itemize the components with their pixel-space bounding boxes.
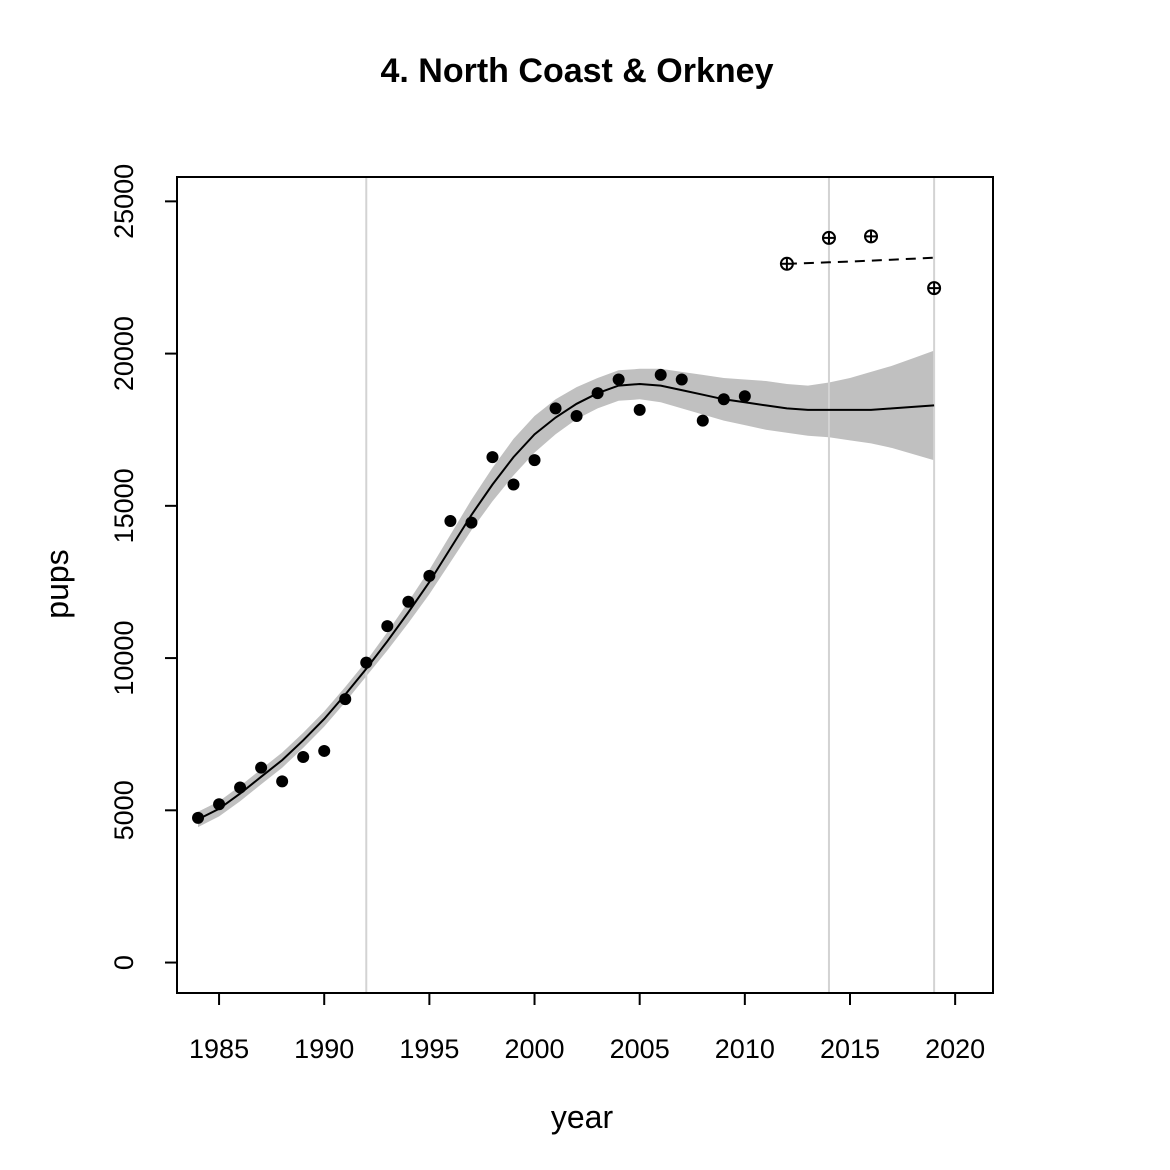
data-point-1984 bbox=[192, 811, 205, 824]
y-axis-label: pups bbox=[39, 549, 75, 618]
data-point-1987 bbox=[255, 761, 268, 774]
data-point-2004 bbox=[612, 373, 625, 386]
data-point-2003 bbox=[591, 387, 604, 400]
data-point-1995 bbox=[423, 569, 436, 582]
data-point-1994 bbox=[402, 595, 415, 608]
recent-point-2012 bbox=[779, 256, 794, 271]
data-point-1991 bbox=[339, 693, 352, 706]
y-tick-label-15000: 15000 bbox=[109, 468, 139, 543]
y-tick-label-5000: 5000 bbox=[109, 780, 139, 840]
data-point-1990 bbox=[318, 744, 331, 757]
recent-point-2014 bbox=[821, 230, 836, 245]
x-tick-label-1985: 1985 bbox=[189, 1034, 249, 1064]
data-point-1998 bbox=[486, 451, 499, 464]
data-point-2008 bbox=[696, 414, 709, 427]
data-point-1985 bbox=[213, 798, 226, 811]
data-point-2010 bbox=[738, 390, 751, 403]
data-point-1988 bbox=[276, 775, 289, 788]
x-tick-label-1990: 1990 bbox=[294, 1034, 354, 1064]
x-axis-label: year bbox=[551, 1099, 614, 1135]
data-point-1992 bbox=[360, 656, 373, 669]
x-tick-label-2015: 2015 bbox=[820, 1034, 880, 1064]
y-tick-label-0: 0 bbox=[109, 955, 139, 970]
data-point-2009 bbox=[717, 393, 730, 406]
x-tick-label-2010: 2010 bbox=[715, 1034, 775, 1064]
data-point-1986 bbox=[234, 781, 247, 794]
confidence-band bbox=[198, 350, 935, 828]
plot-frame bbox=[176, 176, 994, 994]
recent-trend-dashed-line bbox=[786, 256, 935, 265]
x-tick-label-1995: 1995 bbox=[399, 1034, 459, 1064]
y-tick-label-10000: 10000 bbox=[109, 621, 139, 696]
x-tick-label-2005: 2005 bbox=[610, 1034, 670, 1064]
data-point-2000 bbox=[528, 454, 541, 467]
x-tick-label-2020: 2020 bbox=[925, 1034, 985, 1064]
y-tick-label-25000: 25000 bbox=[109, 164, 139, 239]
recent-point-2019 bbox=[927, 281, 942, 296]
data-point-1996 bbox=[444, 515, 457, 528]
plot-area: 1985 1990 1995 2000 2005 2010 2015 2020 0 5000 100… bbox=[109, 164, 994, 1064]
chart-title: 4. North Coast & Orkney bbox=[381, 52, 774, 90]
data-point-2005 bbox=[633, 403, 646, 416]
recent-point-2016 bbox=[864, 229, 879, 244]
data-point-2007 bbox=[675, 373, 688, 386]
fitted-trend-line bbox=[197, 382, 935, 821]
data-point-1989 bbox=[297, 751, 310, 764]
data-point-2002 bbox=[570, 410, 583, 423]
data-point-2001 bbox=[549, 402, 562, 415]
data-point-1993 bbox=[381, 620, 394, 633]
data-point-1997 bbox=[465, 516, 478, 529]
x-tick-label-2000: 2000 bbox=[504, 1034, 564, 1064]
y-tick-label-20000: 20000 bbox=[109, 316, 139, 391]
data-point-1999 bbox=[507, 478, 520, 491]
data-point-2006 bbox=[654, 368, 667, 381]
